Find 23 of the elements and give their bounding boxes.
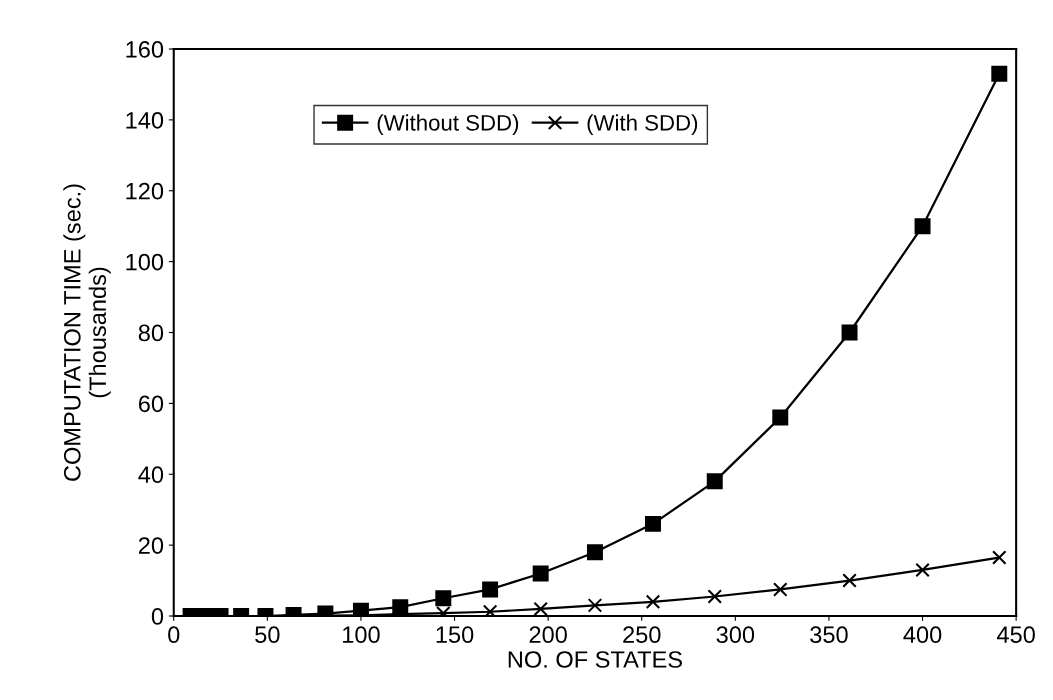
- x-tick-label: 50: [255, 626, 280, 644]
- y-tick-label: 80: [138, 324, 164, 342]
- y-tick-label: 120: [126, 182, 164, 200]
- y-tick-label: 160: [126, 41, 164, 58]
- x-tick-label: 350: [810, 626, 848, 644]
- y-tick-label: 60: [138, 395, 164, 413]
- x-tick-label: 250: [623, 626, 661, 644]
- y-tick-label: 140: [126, 111, 164, 129]
- x-tick-label: 100: [343, 626, 380, 644]
- y-tick-label: 100: [126, 253, 164, 271]
- legend-label: (With SDD): [587, 114, 698, 136]
- x-tick-label: 0: [168, 626, 180, 644]
- x-tick-label: 400: [903, 626, 942, 644]
- y-tick-label: 0: [151, 608, 164, 625]
- legend-label: (Without SDD): [377, 114, 519, 136]
- x-tick-label: 300: [716, 626, 755, 644]
- x-tick-label: 200: [529, 626, 567, 644]
- x-tick-label: 150: [436, 626, 474, 644]
- x-tick-label: 450: [996, 626, 1035, 644]
- x-axis-title: NO. OF STATES: [508, 651, 682, 668]
- y-tick-label: 40: [138, 466, 164, 484]
- y-axis-title: COMPUTATION TIME (sec.) (Thousands): [63, 184, 111, 481]
- y-tick-label: 20: [138, 537, 164, 554]
